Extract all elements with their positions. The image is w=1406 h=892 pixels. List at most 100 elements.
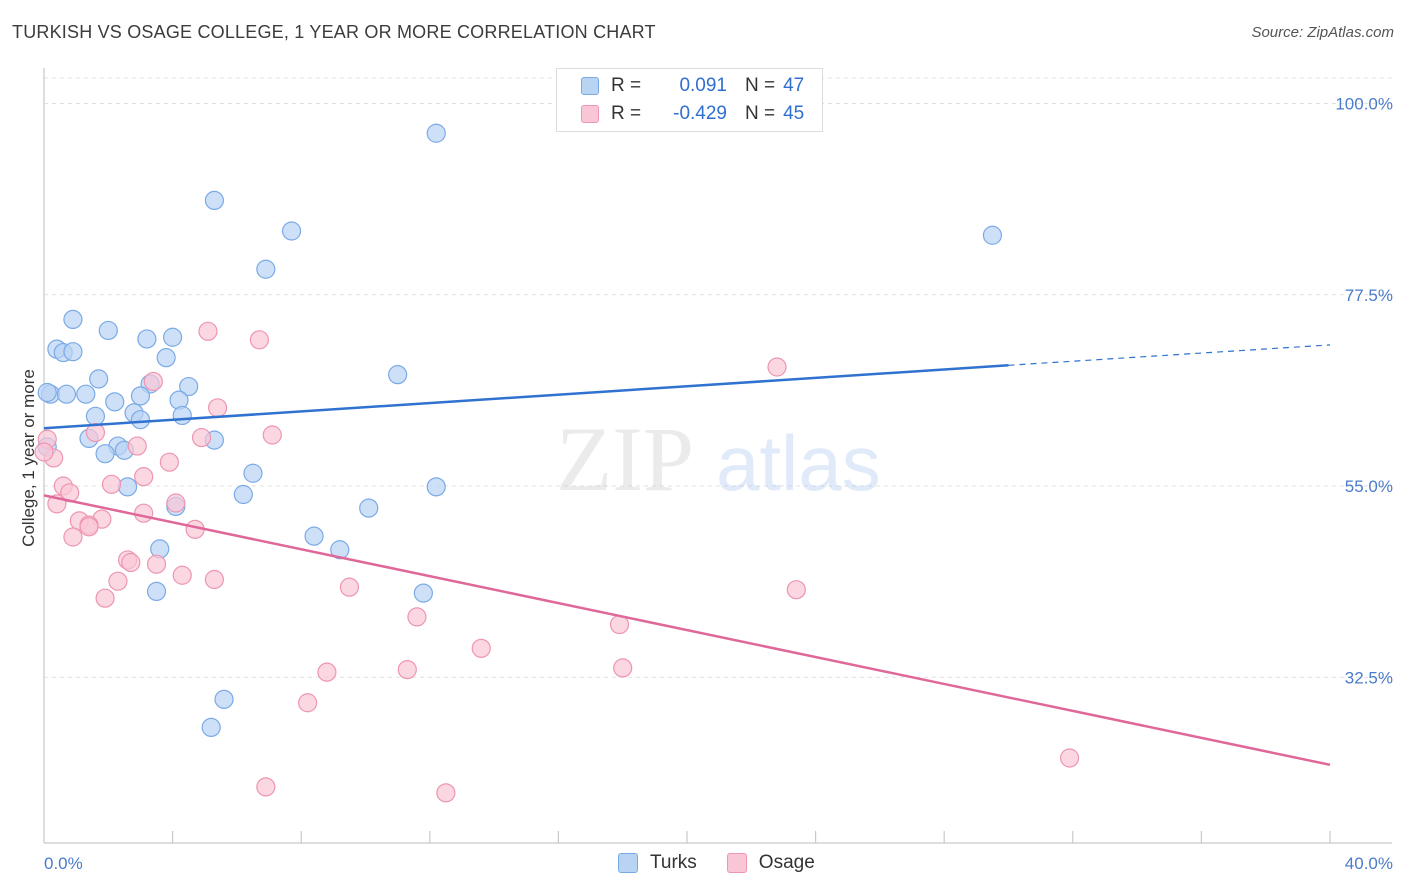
turks-point (37, 382, 57, 403)
turks-n-value: 47 (783, 75, 805, 96)
osage-point (79, 517, 99, 537)
turks-r-label: R = (611, 75, 642, 96)
turks-point (330, 540, 350, 560)
osage-point (101, 474, 122, 494)
turks-point (63, 342, 83, 362)
x-tick-label: 40.0% (1345, 854, 1393, 873)
turks-r-value: 0.091 (679, 75, 727, 96)
osage-point (436, 783, 456, 803)
turks-point (146, 581, 167, 602)
turks-point (204, 190, 224, 210)
turks-point (359, 498, 379, 518)
osage-point (85, 422, 106, 443)
turks-point (130, 386, 151, 406)
osage-trend-line (43, 494, 1331, 767)
osage-point (256, 777, 276, 797)
turks-trend-extension (1008, 344, 1331, 366)
turks-n-label: N = (745, 75, 776, 96)
turks-point (89, 369, 109, 389)
turks-point (163, 327, 183, 347)
legend-item-osage[interactable]: Osage (726, 852, 815, 874)
osage-swatch (581, 105, 599, 123)
osage-point (34, 442, 54, 462)
turks-point (85, 406, 106, 426)
osage-point (249, 330, 270, 350)
osage-point (166, 493, 186, 513)
osage-point (786, 580, 806, 600)
legend-item-turks[interactable]: Turks (618, 852, 697, 874)
turks-point (243, 463, 263, 483)
osage-point (471, 638, 491, 658)
turks-point (201, 717, 221, 738)
osage-point (95, 588, 115, 608)
turks-point (63, 309, 83, 329)
osage-point (339, 577, 360, 597)
osage-point (134, 467, 154, 487)
turks-trend-line (43, 364, 1009, 430)
legend-row-osage: R = -0.429 N = 45 (581, 101, 804, 127)
osage-point (63, 527, 83, 547)
source-label: Source: ZipAtlas.com (1251, 24, 1394, 41)
turks-swatch (581, 77, 599, 95)
osage-point (172, 565, 192, 585)
osage-point (407, 607, 427, 627)
osage-point (143, 371, 163, 392)
turks-point (179, 376, 199, 397)
turks-point (256, 259, 276, 279)
series-legend: Turks Osage (618, 852, 845, 874)
x-tick-label: 0.0% (44, 854, 83, 873)
turks-point (56, 384, 77, 404)
turks-point (76, 384, 96, 404)
turks-point (413, 583, 433, 603)
turks-point (95, 444, 115, 464)
osage-r-value: -0.429 (673, 103, 727, 124)
osage-point (298, 693, 318, 713)
osage-legend-swatch (726, 853, 747, 873)
turks-point (105, 392, 125, 412)
osage-point (127, 436, 147, 456)
osage-point (191, 427, 212, 448)
turks-point (426, 123, 446, 143)
osage-point (262, 425, 282, 445)
osage-point (613, 658, 633, 678)
trend-lines (43, 344, 1331, 767)
y-tick-label: 32.5% (1345, 668, 1393, 687)
turks-point (172, 405, 192, 426)
osage-point (121, 552, 141, 573)
grid-lines (44, 77, 1392, 678)
osage-point (146, 554, 167, 574)
correlation-legend: R = 0.091 N = 47 R = -0.429 N = 45 (556, 68, 823, 132)
turks-point (388, 365, 408, 385)
turks-point (982, 225, 1003, 245)
y-tick-label: 77.5% (1345, 286, 1393, 305)
osage-point (159, 452, 179, 472)
legend-row-turks: R = 0.091 N = 47 (581, 73, 804, 99)
watermark: ZIP atlas (556, 408, 881, 510)
osage-point (397, 659, 417, 680)
turks-point (233, 484, 253, 505)
osage-legend-label: Osage (758, 852, 815, 873)
y-tick-label: 55.0% (1345, 477, 1393, 496)
osage-n-label: N = (745, 103, 776, 124)
osage-point (317, 662, 337, 682)
turks-point (214, 689, 234, 709)
turks-point (117, 477, 138, 497)
chart-title: TURKISH VS OSAGE COLLEGE, 1 YEAR OR MORE… (12, 22, 656, 42)
turks-legend-label: Turks (650, 852, 697, 873)
y-axis-label: College, 1 year or more (19, 369, 38, 547)
osage-point (1059, 748, 1080, 768)
turks-point (156, 348, 176, 368)
osage-points (34, 321, 1080, 803)
turks-point (426, 477, 446, 497)
watermark-atlas: atlas (716, 419, 881, 507)
osage-point (198, 321, 218, 341)
turks-point (137, 329, 157, 349)
turks-point (130, 410, 151, 430)
ticks: 32.5% 55.0% 77.5% 100.0% 0.0% 40.0% (44, 95, 1393, 874)
osage-r-label: R = (611, 103, 642, 124)
osage-n-value: 45 (783, 103, 805, 124)
turks-point (304, 526, 324, 546)
osage-point (204, 569, 224, 590)
watermark-zip: ZIP (556, 408, 694, 510)
